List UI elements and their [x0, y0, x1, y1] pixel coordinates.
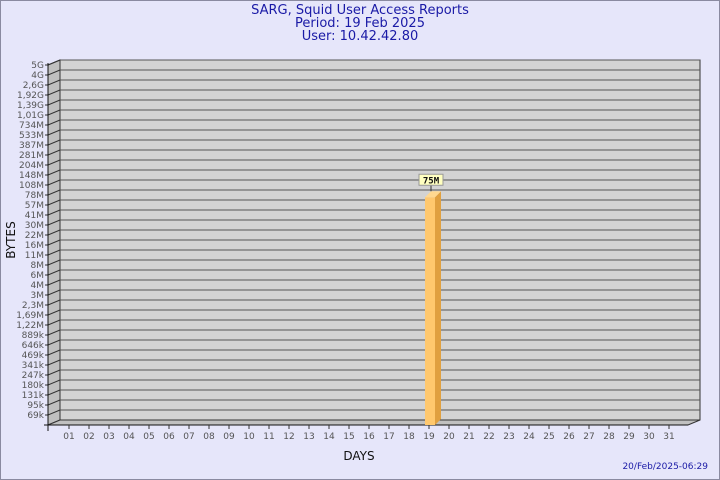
x-tick-label: 30	[643, 432, 655, 442]
y-tick-label: 281M	[19, 151, 44, 161]
x-tick-label: 22	[483, 432, 494, 442]
chart-user: User: 10.42.42.80	[301, 29, 419, 44]
x-tick-label: 18	[403, 432, 415, 442]
x-tick-label: 29	[623, 432, 635, 442]
y-tick-label: 95k	[27, 401, 44, 411]
bar-side-day-19	[435, 191, 441, 425]
chart-period: Period: 19 Feb 2025	[295, 16, 425, 31]
x-tick-label: 31	[663, 432, 674, 442]
y-axis-label: BYTES	[4, 221, 18, 258]
y-tick-label: 204M	[19, 161, 44, 171]
y-tick-label: 6M	[31, 271, 45, 281]
x-tick-label: 26	[563, 432, 575, 442]
y-tick-label: 646k	[22, 341, 45, 351]
y-tick-label: 57M	[25, 201, 44, 211]
y-tick-label: 469k	[22, 351, 45, 361]
generated-timestamp: 20/Feb/2025-06:29	[622, 462, 708, 472]
y-tick-label: 1,92G	[17, 91, 44, 101]
y-tick-label: 5G	[31, 61, 44, 71]
y-tick-label: 387M	[19, 141, 44, 151]
x-tick-label: 17	[383, 432, 394, 442]
y-tick-label: 247k	[22, 371, 45, 381]
x-tick-label: 19	[423, 432, 435, 442]
bar-top-day-19	[425, 191, 441, 198]
y-tick-label: 8M	[31, 261, 45, 271]
x-tick-label: 09	[223, 432, 235, 442]
x-tick-label: 15	[343, 432, 354, 442]
x-tick-label: 16	[363, 432, 375, 442]
y-tick-label: 78M	[25, 191, 44, 201]
x-axis-label: DAYS	[343, 449, 374, 463]
x-tick-label: 21	[463, 432, 474, 442]
plot-floor	[47, 419, 701, 426]
y-tick-label: 889k	[22, 331, 45, 341]
y-tick-label: 1,69M	[16, 311, 44, 321]
x-tick-label: 11	[263, 432, 274, 442]
x-tick-label: 24	[523, 432, 535, 442]
x-tick-label: 07	[183, 432, 194, 442]
y-tick-label: 180k	[22, 381, 45, 391]
y-tick-label: 22M	[25, 231, 44, 241]
y-tick-label: 2,3M	[22, 301, 44, 311]
y-tick-label: 734M	[19, 121, 44, 131]
y-tick-label: 11M	[25, 251, 44, 261]
chart-title: SARG, Squid User Access Reports	[251, 3, 469, 18]
y-tick-label: 2,6G	[23, 81, 44, 91]
data-label: 75M	[423, 176, 440, 186]
x-tick-label: 08	[203, 432, 215, 442]
x-tick-label: 20	[443, 432, 455, 442]
y-tick-label: 1,39G	[17, 101, 44, 111]
y-tick-label: 3M	[31, 291, 45, 301]
data-label-box	[418, 173, 444, 186]
y-tick-label: 4M	[31, 281, 45, 291]
y-tick-label: 69k	[27, 411, 44, 421]
y-tick-label: 148M	[19, 171, 44, 181]
x-tick-label: 28	[603, 432, 615, 442]
y-tick-label: 41M	[25, 211, 44, 221]
x-tick-label: 01	[63, 432, 74, 442]
y-tick-label: 533M	[19, 131, 44, 141]
y-tick-label: 4G	[31, 71, 44, 81]
x-tick-label: 12	[283, 432, 294, 442]
x-tick-label: 25	[543, 432, 554, 442]
y-tick-label: 30M	[25, 221, 44, 231]
x-tick-label: 06	[163, 432, 175, 442]
x-tick-label: 02	[83, 432, 94, 442]
x-tick-label: 14	[323, 432, 335, 442]
x-tick-label: 23	[503, 432, 514, 442]
x-tick-label: 04	[123, 432, 135, 442]
x-tick-label: 03	[103, 432, 114, 442]
bar-front-day-19	[425, 197, 435, 425]
x-tick-label: 27	[583, 432, 594, 442]
x-tick-label: 13	[303, 432, 314, 442]
y-tick-label: 16M	[25, 241, 44, 251]
x-tick-label: 10	[243, 432, 255, 442]
y-tick-label: 108M	[19, 181, 44, 191]
x-tick-label: 05	[143, 432, 154, 442]
y-tick-label: 1,01G	[17, 111, 44, 121]
y-tick-label: 1,22M	[16, 321, 44, 331]
y-tick-label: 131k	[22, 391, 45, 401]
y-tick-label: 341k	[22, 361, 45, 371]
